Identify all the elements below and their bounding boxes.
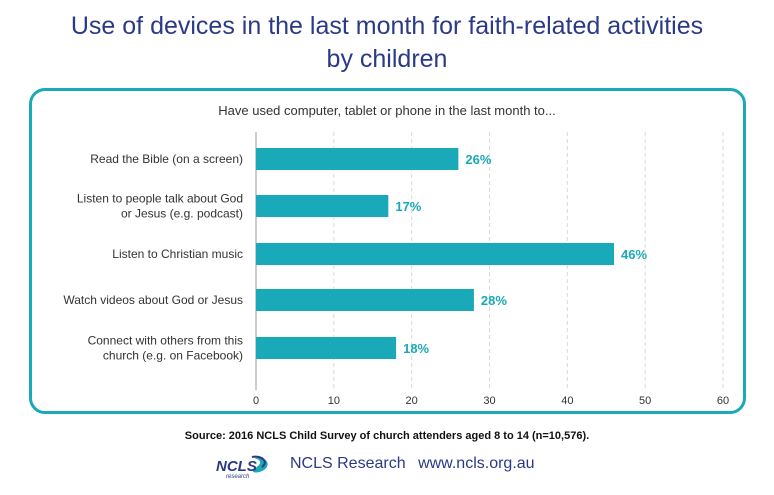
footer-brand: NCLS Research www.ncls.org.au bbox=[290, 455, 543, 473]
chart-subtitle: Have used computer, tablet or phone in t… bbox=[218, 103, 556, 118]
chart-title: Use of devices in the last month for fai… bbox=[0, 10, 774, 76]
category-label: Connect with others from this bbox=[88, 334, 243, 348]
data-label: 17% bbox=[395, 199, 421, 214]
x-tick-label: 20 bbox=[406, 395, 418, 407]
data-label: 28% bbox=[481, 293, 507, 308]
x-tick-label: 10 bbox=[328, 395, 340, 407]
x-tick-label: 40 bbox=[561, 395, 573, 407]
website-link[interactable]: www.ncls.org.au bbox=[418, 455, 535, 472]
category-label: Listen to people talk about God bbox=[77, 192, 243, 206]
chart-title-line-1: Use of devices in the last month for fai… bbox=[70, 12, 704, 40]
x-tick-label: 50 bbox=[639, 395, 651, 407]
chart-title-line-2: by children bbox=[326, 45, 448, 73]
category-label: Read the Bible (on a screen) bbox=[90, 152, 243, 166]
x-tick-label: 30 bbox=[483, 395, 495, 407]
category-label: Listen to Christian music bbox=[112, 247, 243, 261]
x-tick-label: 60 bbox=[717, 395, 729, 407]
bar bbox=[256, 195, 389, 217]
chart-panel bbox=[29, 88, 746, 414]
data-label: 26% bbox=[465, 152, 491, 167]
bar bbox=[256, 289, 474, 311]
brand-name: NCLS Research bbox=[290, 455, 406, 472]
source-note: Source: 2016 NCLS Child Survey of church… bbox=[184, 430, 590, 442]
category-label: or Jesus (e.g. podcast) bbox=[121, 207, 243, 221]
bar bbox=[256, 243, 615, 265]
ncls-logo-icon: NCLS research bbox=[216, 455, 268, 480]
category-label: church (e.g. on Facebook) bbox=[103, 349, 243, 363]
logo-text: NCLS bbox=[216, 458, 257, 475]
bar bbox=[256, 148, 459, 170]
bar bbox=[256, 337, 397, 359]
x-tick-label: 0 bbox=[253, 395, 259, 407]
data-label: 46% bbox=[621, 247, 647, 262]
data-label: 18% bbox=[403, 341, 429, 356]
logo-subtext: research bbox=[226, 474, 250, 480]
category-label: Watch videos about God or Jesus bbox=[63, 293, 243, 307]
